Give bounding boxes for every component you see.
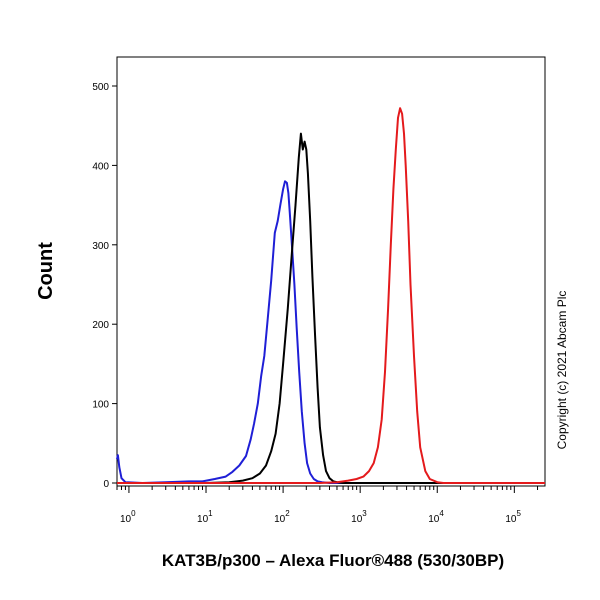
y-tick-label: 300: [92, 241, 109, 252]
y-tick-label: 100: [92, 400, 109, 411]
y-tick-label: 500: [92, 82, 109, 93]
x-tick-exponent: 1: [208, 509, 213, 518]
x-tick-exponent: 5: [516, 509, 521, 518]
x-tick-label: 102: [274, 509, 290, 525]
x-tick-label: 100: [120, 509, 136, 525]
y-tick-label: 400: [92, 161, 109, 172]
x-tick-base: 10: [505, 514, 517, 525]
x-tick-exponent: 3: [362, 509, 367, 518]
x-tick-base: 10: [351, 514, 363, 525]
x-tick-label: 104: [428, 509, 444, 525]
plot-frame: [116, 56, 546, 487]
x-tick-label: 101: [197, 509, 213, 525]
copyright-text: Copyright (c) 2021 Abcam Plc: [555, 291, 569, 450]
histogram-series-1: [117, 132, 545, 484]
series-layer: [116, 107, 545, 484]
x-tick-exponent: 4: [439, 509, 444, 518]
x-tick-base: 10: [274, 514, 286, 525]
x-tick-exponent: 0: [131, 509, 136, 518]
x-tick-base: 10: [197, 514, 209, 525]
y-tick-label: 200: [92, 320, 109, 331]
x-tick-base: 10: [120, 514, 132, 525]
y-tick-label: 0: [103, 479, 109, 490]
y-axis-title: Count: [35, 242, 57, 300]
x-tick-base: 10: [428, 514, 440, 525]
histogram-series-0: [116, 180, 545, 484]
y-axis: 0 100 200 300 400 500: [92, 82, 117, 490]
x-axis-title: KAT3B/p300 – Alexa Fluor®488 (530/30BP): [162, 551, 504, 570]
histogram-series-2: [117, 107, 545, 484]
x-tick-label: 105: [505, 509, 521, 525]
x-tick-exponent: 2: [285, 509, 290, 518]
x-tick-label: 103: [351, 509, 367, 525]
